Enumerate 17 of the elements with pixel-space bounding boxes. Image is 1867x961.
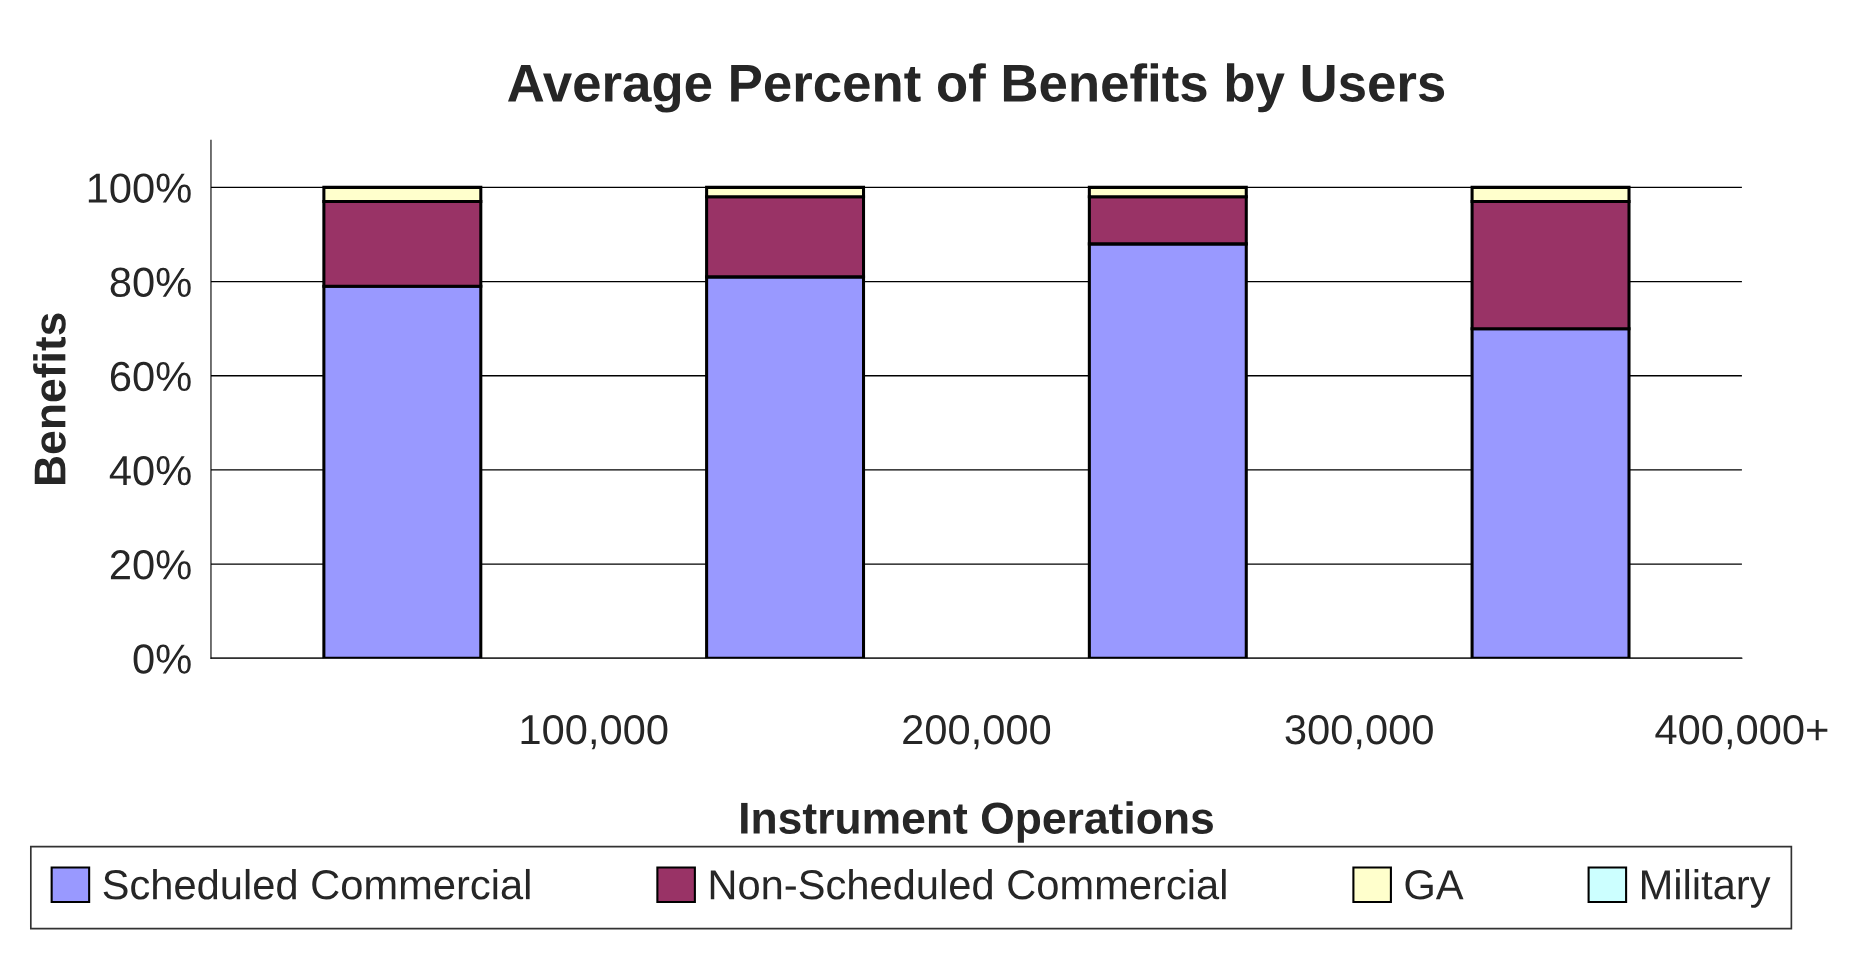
y-tick-label: 40% — [109, 455, 191, 486]
y-tick-label: 0% — [133, 644, 191, 674]
legend-label: Non-Scheduled Commercial — [710, 868, 1226, 900]
y-tick-label: 80% — [110, 267, 191, 298]
y-tick-label: 20% — [110, 550, 191, 580]
x-tick-label: 300,000 — [1285, 714, 1433, 750]
legend-label: GA — [1405, 870, 1464, 900]
legend-label: Scheduled Commercial — [103, 868, 530, 900]
chart-title: Average Percent of Benefits by Users — [507, 63, 1445, 113]
y-tick-label: 60% — [110, 361, 191, 392]
x-tick-label: 200,000 — [903, 714, 1051, 750]
x-tick-label: 100,000 — [521, 714, 668, 750]
y-tick-label: 100% — [88, 173, 191, 203]
legend-label: Military — [1642, 868, 1771, 908]
x-tick-label: 400,000+ — [1655, 714, 1828, 750]
x-axis-title: Instrument Operations — [741, 801, 1213, 843]
y-axis-title: Benefits — [33, 313, 66, 484]
